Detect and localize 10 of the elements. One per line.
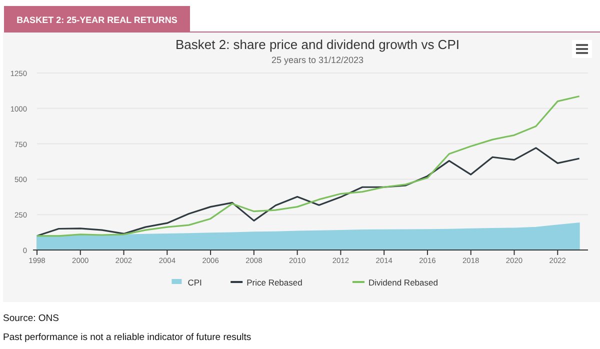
legend-label: Price Rebased bbox=[246, 278, 303, 288]
legend-label: CPI bbox=[188, 278, 202, 288]
chart-title: Basket 2: share price and dividend growth vs CPI bbox=[176, 37, 460, 52]
source-note: Source: ONS bbox=[3, 313, 59, 324]
text: BASKET 2: 25-YEAR REAL RETURNS bbox=[16, 15, 178, 25]
text: Past performance is not a reliable indicator of future results bbox=[3, 332, 252, 343]
legend-label: Dividend Rebased bbox=[368, 278, 438, 288]
line-series bbox=[36, 147, 580, 237]
chart-subtitle: 25 years to 31/12/2023 bbox=[271, 55, 364, 65]
line-series bbox=[36, 95, 580, 237]
